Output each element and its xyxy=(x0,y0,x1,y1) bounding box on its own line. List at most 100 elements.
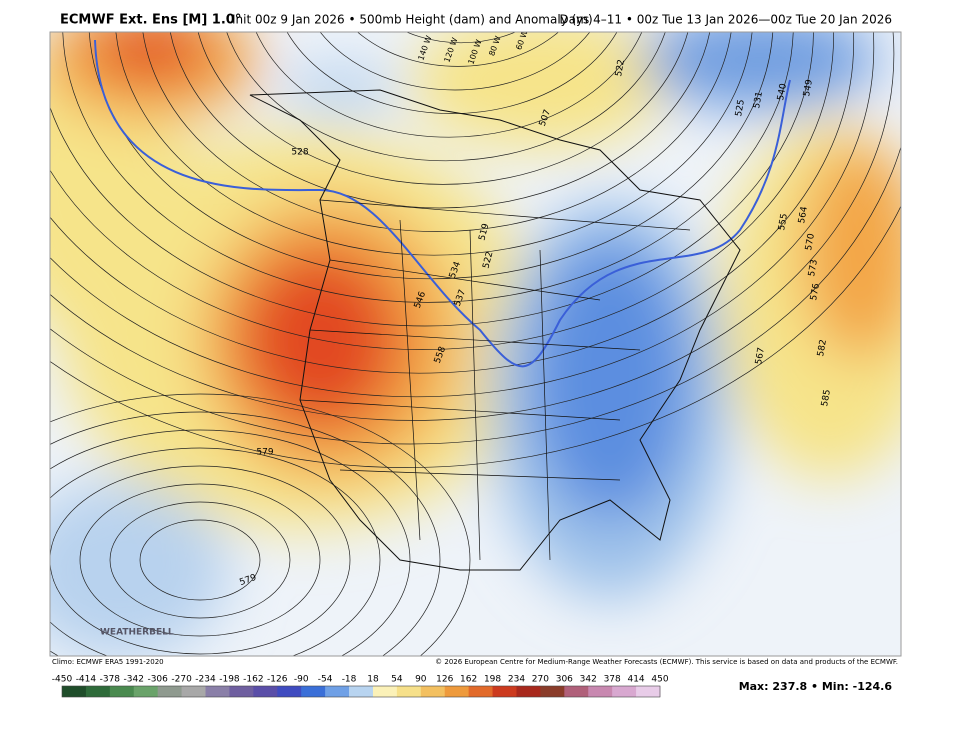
contour-label: 522 xyxy=(481,251,495,270)
contour xyxy=(319,32,591,91)
colorbar-label: 342 xyxy=(580,675,597,685)
colorbar-swatch xyxy=(588,686,613,697)
contour-label: 570 xyxy=(804,232,817,251)
colorbar-label: 306 xyxy=(556,675,573,685)
map-border xyxy=(49,31,902,657)
model-title: ECMWF Ext. Ens [M] 1.0° xyxy=(60,13,241,28)
colorbar-swatch xyxy=(85,686,111,697)
colorbar-swatch xyxy=(372,686,398,697)
colorbar-label: 126 xyxy=(436,675,453,685)
logo: WEATHERBELL xyxy=(100,628,174,638)
colorbar-swatch xyxy=(301,686,326,697)
contour xyxy=(357,32,559,67)
contour xyxy=(286,32,618,114)
contour xyxy=(109,501,291,619)
colorbar-label: -450 xyxy=(52,675,73,685)
colorbar-label: 414 xyxy=(627,675,644,685)
contour xyxy=(115,32,753,256)
colorbar-label: -342 xyxy=(124,675,144,685)
colorbar-label: 162 xyxy=(460,675,477,685)
colorbar-label: 378 xyxy=(604,675,621,685)
init-title: Init 00z 9 Jan 2026 • 500mb Height (dam)… xyxy=(232,13,593,27)
contour-label: 540 xyxy=(776,82,789,101)
colorbar-label: 54 xyxy=(391,675,403,685)
colorbar-label: 234 xyxy=(508,675,525,685)
colorbar-swatch xyxy=(349,686,374,697)
colorbar-label: -18 xyxy=(342,675,357,685)
colorbar-swatch xyxy=(516,686,541,697)
contour-label: 579 xyxy=(256,448,273,458)
colorbar-swatch xyxy=(564,686,589,697)
contour xyxy=(255,32,643,138)
copyright: © 2026 European Centre for Medium-Range … xyxy=(435,658,898,666)
climo-note: Climo: ECMWF ERA5 1991-2020 xyxy=(52,658,164,666)
contour-label: 519 xyxy=(477,222,491,241)
colorbar-swatch xyxy=(468,686,494,697)
height-contours xyxy=(50,32,901,656)
contour-label: 582 xyxy=(816,339,829,358)
colorbar-label: 270 xyxy=(532,675,549,685)
contour xyxy=(50,32,834,350)
contour xyxy=(50,32,854,374)
contour xyxy=(50,465,351,655)
contour xyxy=(169,32,711,209)
colorbar-swatch xyxy=(133,686,159,697)
colorbar-label: -414 xyxy=(76,675,97,685)
colorbar-border xyxy=(61,685,661,698)
colorbar-label: -126 xyxy=(267,675,288,685)
colorbar-swatch xyxy=(492,686,517,697)
colorbar-label: -90 xyxy=(294,675,309,685)
colorbar-swatch xyxy=(157,686,183,697)
contour xyxy=(50,411,441,656)
contour xyxy=(50,145,901,445)
valid-title: Days 4–11 • 00z Tue 13 Jan 2026—00z Tue … xyxy=(559,13,892,27)
colorbar-label: 90 xyxy=(415,675,427,685)
contour-label: 573 xyxy=(807,259,820,278)
colorbar-swatch xyxy=(444,686,470,697)
contour xyxy=(197,32,689,185)
colorbar-swatch xyxy=(636,686,661,697)
coastline xyxy=(249,89,741,571)
colorbar-label: 18 xyxy=(367,675,379,685)
colorbar-label: -234 xyxy=(195,675,216,685)
contour-label: 549 xyxy=(802,78,815,97)
colorbar-label: -198 xyxy=(219,675,240,685)
colorbar-label: 198 xyxy=(484,675,501,685)
contour xyxy=(50,429,411,656)
colorbar-swatch xyxy=(229,686,254,697)
colorbar-swatch xyxy=(181,686,207,697)
contour xyxy=(50,204,901,468)
contour-label: 567 xyxy=(754,347,767,366)
contour xyxy=(139,519,261,601)
contour-label: 576 xyxy=(809,282,822,301)
contour xyxy=(62,32,794,303)
colorbar-swatch xyxy=(420,686,446,697)
colorbar-swatch xyxy=(325,686,350,697)
contour xyxy=(50,32,875,398)
contour-label: 528 xyxy=(291,148,308,158)
borders xyxy=(299,199,691,561)
max-min: Max: 237.8 • Min: -124.6 xyxy=(739,680,893,693)
colorbar-swatch xyxy=(396,686,422,697)
contour-label: 531 xyxy=(752,91,765,110)
contour xyxy=(50,447,381,656)
colorbar-swatch xyxy=(62,686,87,697)
contour xyxy=(50,393,471,656)
contour-label: 564 xyxy=(797,205,810,224)
contour xyxy=(405,32,517,44)
colorbar-label: -378 xyxy=(100,675,121,685)
colorbar-swatch xyxy=(612,686,637,697)
contour xyxy=(79,483,321,637)
colorbar-swatch xyxy=(253,686,278,697)
contour-label: 585 xyxy=(820,389,833,408)
colorbar-label: -162 xyxy=(243,675,263,685)
contour-label: 522 xyxy=(614,59,627,78)
colorbar-swatch xyxy=(540,686,565,697)
colorbar-swatch xyxy=(109,686,135,697)
contour xyxy=(142,32,732,232)
contour xyxy=(50,32,895,421)
contour-label: 525 xyxy=(734,99,747,118)
